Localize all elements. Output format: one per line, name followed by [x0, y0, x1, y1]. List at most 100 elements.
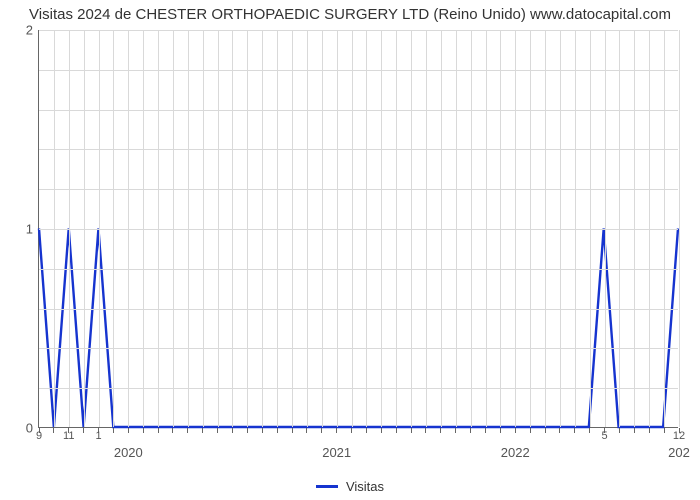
grid-v [605, 30, 606, 427]
grid-h [39, 229, 678, 230]
x-tick-mark [589, 428, 590, 433]
x-tick-mark [440, 428, 441, 433]
series-line-visitas [39, 229, 678, 428]
x-tick-mark [217, 428, 218, 433]
legend-swatch [316, 485, 338, 488]
x-tick-mark [158, 428, 159, 433]
legend-item-visitas: Visitas [316, 479, 384, 494]
grid-v [664, 30, 665, 427]
x-tick-mark [53, 428, 54, 433]
x-tick-label-major: 2021 [322, 427, 351, 460]
x-tick-mark [172, 428, 173, 433]
grid-v [337, 30, 338, 427]
x-tick-mark [247, 428, 248, 433]
plot-area: 0129111512202020212022202 [38, 30, 678, 428]
grid-h-minor [39, 110, 678, 111]
grid-v [619, 30, 620, 427]
x-tick-mark [292, 428, 293, 433]
grid-v [158, 30, 159, 427]
x-tick-mark [649, 428, 650, 433]
grid-v [113, 30, 114, 427]
grid-v [143, 30, 144, 427]
grid-v [634, 30, 635, 427]
chart-container: Visitas 2024 de CHESTER ORTHOPAEDIC SURG… [0, 0, 700, 500]
grid-h-minor [39, 309, 678, 310]
x-tick-mark [619, 428, 620, 433]
grid-v [292, 30, 293, 427]
x-tick-mark [485, 428, 486, 433]
x-tick-mark [470, 428, 471, 433]
grid-h-minor [39, 70, 678, 71]
x-tick-mark [232, 428, 233, 433]
grid-v [188, 30, 189, 427]
grid-v [128, 30, 129, 427]
x-tick-mark [664, 428, 665, 433]
x-tick-label-major: 2022 [501, 427, 530, 460]
grid-h-minor [39, 348, 678, 349]
x-tick-mark [545, 428, 546, 433]
grid-h-minor [39, 388, 678, 389]
x-tick-mark [396, 428, 397, 433]
grid-v [203, 30, 204, 427]
grid-v [232, 30, 233, 427]
x-tick-mark [559, 428, 560, 433]
grid-v [352, 30, 353, 427]
x-tick-mark [366, 428, 367, 433]
x-tick-label-minor: 11 [63, 427, 74, 442]
grid-v [381, 30, 382, 427]
y-tick-label: 2 [26, 23, 39, 38]
grid-v [486, 30, 487, 427]
x-tick-mark [202, 428, 203, 433]
grid-v [471, 30, 472, 427]
x-tick-mark [351, 428, 352, 433]
grid-v [590, 30, 591, 427]
grid-v [84, 30, 85, 427]
grid-v [218, 30, 219, 427]
legend: Visitas [0, 475, 700, 494]
x-tick-mark [574, 428, 575, 433]
grid-v [322, 30, 323, 427]
x-tick-label-major: 202 [668, 427, 690, 460]
grid-v [426, 30, 427, 427]
x-tick-mark [411, 428, 412, 433]
grid-v [411, 30, 412, 427]
grid-v [247, 30, 248, 427]
x-tick-mark [143, 428, 144, 433]
grid-v [366, 30, 367, 427]
grid-h [39, 30, 678, 31]
grid-v [515, 30, 516, 427]
grid-v [456, 30, 457, 427]
grid-v [649, 30, 650, 427]
grid-v [545, 30, 546, 427]
grid-v [500, 30, 501, 427]
grid-v [560, 30, 561, 427]
grid-v [396, 30, 397, 427]
y-tick-label: 1 [26, 222, 39, 237]
grid-v [54, 30, 55, 427]
grid-v [530, 30, 531, 427]
x-tick-label-minor: 5 [602, 427, 608, 442]
x-tick-mark [187, 428, 188, 433]
x-tick-mark [530, 428, 531, 433]
x-tick-label-minor: 1 [95, 427, 101, 442]
grid-v [575, 30, 576, 427]
x-tick-mark [262, 428, 263, 433]
x-tick-label-major: 2020 [114, 427, 143, 460]
x-tick-mark [83, 428, 84, 433]
x-tick-mark [425, 428, 426, 433]
grid-v [307, 30, 308, 427]
grid-h-minor [39, 149, 678, 150]
grid-h-minor [39, 269, 678, 270]
grid-v [173, 30, 174, 427]
x-tick-mark [306, 428, 307, 433]
grid-h-minor [39, 189, 678, 190]
grid-v [441, 30, 442, 427]
x-tick-mark [634, 428, 635, 433]
grid-v [99, 30, 100, 427]
grid-v [277, 30, 278, 427]
x-tick-mark [381, 428, 382, 433]
grid-v [679, 30, 680, 427]
grid-v [69, 30, 70, 427]
x-tick-mark [455, 428, 456, 433]
legend-label: Visitas [346, 479, 384, 494]
